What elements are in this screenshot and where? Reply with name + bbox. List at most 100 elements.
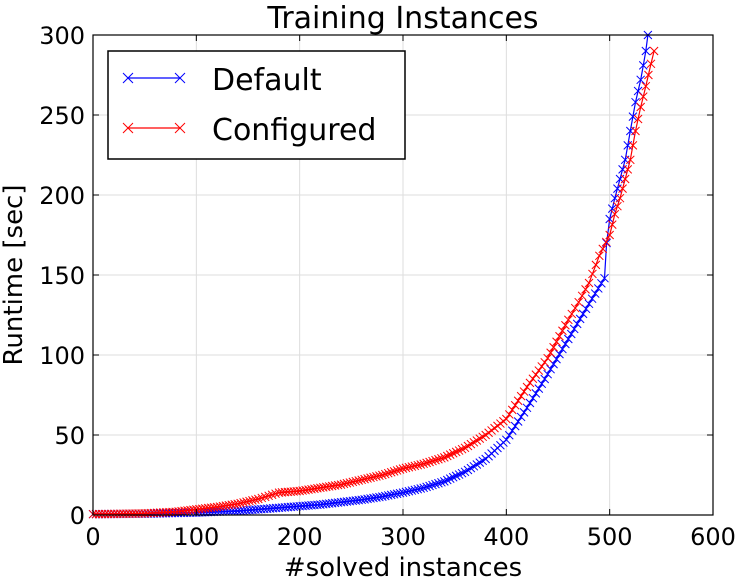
data-point bbox=[419, 459, 429, 469]
data-point bbox=[631, 126, 640, 136]
data-point bbox=[416, 484, 426, 493]
x-tick-label: 0 bbox=[85, 523, 100, 551]
data-point bbox=[233, 499, 243, 509]
data-point bbox=[519, 408, 529, 417]
data-point bbox=[555, 349, 564, 359]
data-point bbox=[644, 70, 653, 80]
data-point bbox=[543, 369, 553, 379]
data-point bbox=[605, 230, 615, 240]
data-point bbox=[607, 220, 617, 229]
data-point bbox=[357, 475, 367, 485]
data-point bbox=[543, 353, 553, 363]
data-point bbox=[620, 174, 630, 184]
data-point bbox=[625, 155, 635, 165]
data-point bbox=[363, 474, 372, 483]
data-point bbox=[401, 487, 411, 497]
data-point bbox=[504, 430, 514, 440]
y-tick-label: 300 bbox=[39, 22, 85, 50]
data-point bbox=[534, 366, 544, 375]
data-point bbox=[425, 457, 434, 467]
x-tick-label: 200 bbox=[277, 523, 323, 551]
data-point bbox=[641, 81, 651, 91]
axis-ticks: 0 100 200 300 400 500 600 0 50 100 150 200 250 300 bbox=[39, 22, 736, 551]
data-point bbox=[410, 485, 420, 495]
data-point bbox=[407, 462, 417, 471]
data-point bbox=[507, 405, 517, 415]
data-point bbox=[584, 278, 594, 288]
legend-marker-default bbox=[122, 72, 186, 84]
data-point bbox=[646, 59, 656, 69]
x-tick-label: 300 bbox=[380, 523, 426, 551]
data-point bbox=[519, 387, 529, 396]
x-tick-label: 400 bbox=[483, 523, 529, 551]
series-markers bbox=[88, 46, 659, 519]
data-point bbox=[601, 237, 611, 247]
series-layer bbox=[88, 30, 659, 519]
data-point bbox=[422, 458, 431, 468]
data-point bbox=[537, 379, 547, 389]
data-point bbox=[537, 362, 547, 371]
data-point bbox=[369, 472, 378, 482]
data-point bbox=[392, 466, 402, 475]
data-point bbox=[401, 463, 411, 473]
data-point bbox=[454, 470, 464, 479]
data-point bbox=[531, 370, 541, 380]
data-point bbox=[442, 451, 452, 461]
y-tick-label: 150 bbox=[39, 262, 85, 290]
data-point bbox=[431, 455, 440, 465]
data-point bbox=[413, 460, 423, 470]
legend-label-configured: Configured bbox=[212, 113, 376, 148]
data-point bbox=[398, 464, 408, 473]
data-point bbox=[546, 348, 555, 358]
data-point bbox=[445, 450, 455, 460]
data-point bbox=[513, 417, 523, 426]
data-point bbox=[395, 465, 405, 474]
data-point bbox=[339, 479, 349, 489]
data-point bbox=[267, 490, 277, 500]
data-point bbox=[437, 477, 446, 487]
data-point bbox=[383, 468, 393, 478]
legend-label-default: Default bbox=[212, 63, 322, 98]
data-point bbox=[377, 470, 387, 480]
data-point bbox=[439, 453, 449, 462]
data-point bbox=[534, 384, 544, 393]
data-point bbox=[569, 324, 579, 334]
data-point bbox=[566, 329, 576, 339]
data-point bbox=[558, 326, 567, 336]
y-tick-label: 0 bbox=[70, 502, 85, 530]
data-point bbox=[572, 319, 582, 329]
legend: Default Configured bbox=[107, 50, 406, 160]
data-point bbox=[613, 201, 622, 211]
data-point bbox=[386, 467, 396, 477]
data-point bbox=[528, 374, 538, 384]
data-point bbox=[336, 480, 346, 489]
data-point bbox=[528, 393, 538, 403]
data-point bbox=[558, 344, 567, 354]
series-configured bbox=[88, 46, 659, 519]
data-point bbox=[641, 46, 651, 56]
data-point bbox=[407, 486, 417, 495]
data-point bbox=[439, 477, 449, 486]
data-point bbox=[448, 448, 458, 458]
data-point bbox=[636, 75, 646, 85]
data-point bbox=[588, 269, 597, 279]
data-point bbox=[525, 378, 535, 388]
data-point bbox=[575, 314, 585, 324]
data-point bbox=[598, 244, 608, 254]
data-point bbox=[610, 209, 620, 219]
data-point bbox=[242, 497, 251, 507]
data-point bbox=[540, 374, 550, 384]
data-point bbox=[504, 410, 514, 419]
series-line bbox=[93, 34, 649, 515]
data-point bbox=[546, 364, 555, 374]
x-axis-title: #solved instances bbox=[284, 553, 522, 583]
data-point bbox=[372, 472, 381, 481]
data-point bbox=[413, 484, 423, 494]
data-point bbox=[597, 278, 606, 288]
data-point bbox=[448, 472, 458, 482]
x-tick-label: 100 bbox=[173, 523, 219, 551]
data-point bbox=[584, 299, 594, 309]
data-point bbox=[348, 477, 358, 487]
data-point bbox=[501, 435, 511, 445]
